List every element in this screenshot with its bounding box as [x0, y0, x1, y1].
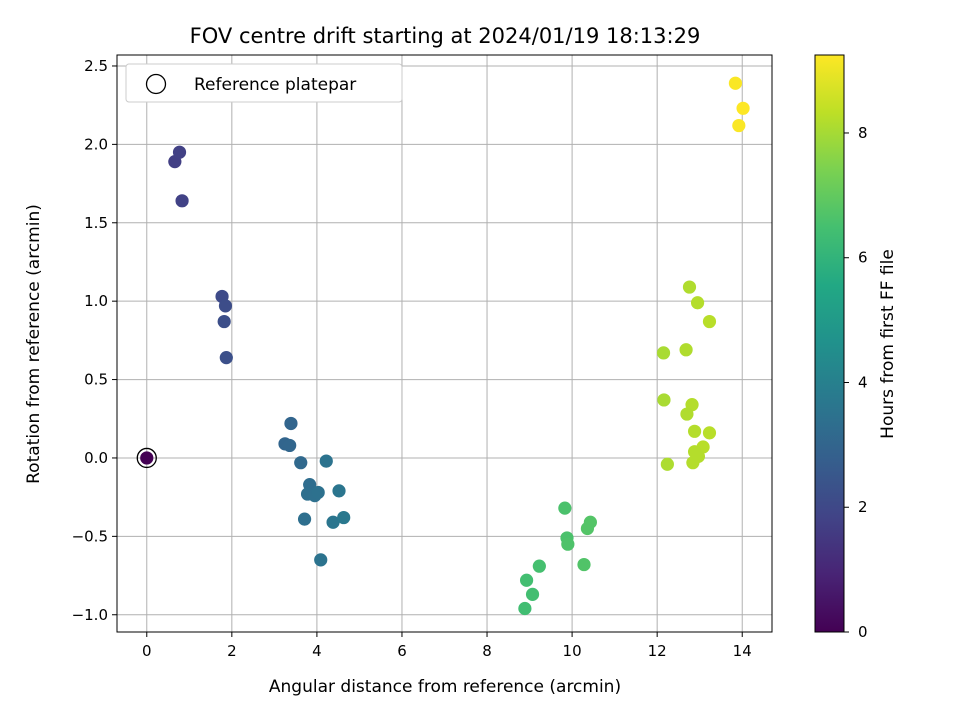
- data-point: [311, 485, 325, 500]
- data-point: [736, 101, 750, 115]
- data-point: [172, 145, 187, 159]
- colorbar-ticks: 0 2 4 6 8: [844, 124, 868, 641]
- colorbar: [814, 54, 845, 633]
- data-point: [297, 512, 312, 526]
- x-tick-label: 6: [397, 642, 407, 660]
- data-point: [319, 454, 333, 468]
- grid-lines: [117, 55, 772, 632]
- y-tick-label: 1.5: [84, 214, 108, 232]
- data-points: [136, 76, 750, 616]
- data-point: [682, 280, 697, 294]
- data-point: [284, 416, 298, 431]
- legend-label: Reference platepar: [194, 75, 356, 95]
- data-point: [687, 424, 702, 438]
- data-point: [561, 537, 575, 551]
- colorbar-tick-label: 0: [858, 623, 868, 641]
- data-point: [525, 587, 540, 601]
- plot-area: [117, 55, 772, 632]
- data-point: [140, 451, 154, 465]
- data-point: [217, 314, 231, 329]
- chart-title: FOV centre drift starting at 2024/01/19 …: [190, 24, 701, 48]
- x-tick-label: 10: [563, 642, 582, 660]
- data-point: [680, 407, 694, 421]
- data-point: [518, 601, 532, 616]
- data-point: [326, 515, 340, 529]
- x-tick-label: 0: [142, 642, 152, 660]
- y-tick-label: −1.0: [72, 606, 108, 624]
- data-point: [656, 346, 671, 360]
- x-axis-ticks: 0 2 4 6 8 10 12 14: [142, 632, 752, 660]
- data-point: [690, 296, 705, 310]
- x-tick-label: 14: [733, 642, 752, 660]
- data-point: [332, 484, 346, 498]
- x-tick-label: 8: [482, 642, 492, 660]
- y-tick-label: −0.5: [72, 527, 108, 545]
- y-axis-label: Rotation from reference (arcmin): [24, 204, 44, 484]
- colorbar-tick-label: 4: [858, 373, 868, 391]
- data-point: [175, 194, 189, 208]
- y-tick-label: 0.5: [84, 371, 108, 389]
- data-point: [294, 456, 308, 470]
- data-point: [728, 76, 743, 90]
- data-point: [219, 351, 233, 365]
- y-tick-label: 2.5: [84, 57, 108, 75]
- data-point: [337, 510, 351, 525]
- x-tick-label: 2: [227, 642, 237, 660]
- data-point: [314, 553, 328, 567]
- data-point: [218, 299, 233, 313]
- data-point: [657, 393, 671, 407]
- data-point: [660, 457, 674, 471]
- data-point: [702, 314, 717, 329]
- x-tick-label: 12: [648, 642, 667, 660]
- data-point: [702, 426, 717, 440]
- colorbar-tick-label: 6: [858, 249, 868, 267]
- data-point: [732, 118, 746, 133]
- data-point: [283, 438, 297, 453]
- legend: Reference platepar: [125, 63, 403, 103]
- legend-box: [125, 63, 403, 103]
- x-axis-label: Angular distance from reference (arcmin): [269, 677, 621, 697]
- data-point: [558, 501, 572, 515]
- data-point: [686, 456, 700, 470]
- y-tick-label: 0.0: [84, 449, 108, 467]
- data-point: [577, 557, 591, 572]
- y-tick-label: 2.0: [84, 135, 108, 153]
- colorbar-tick-label: 2: [858, 498, 868, 516]
- reference-marker: [136, 447, 157, 469]
- y-axis-ticks: −1.0 −0.5 0.0 0.5 1.0 1.5 2.0 2.5: [72, 57, 117, 624]
- x-tick-label: 4: [312, 642, 322, 660]
- y-tick-label: 1.0: [84, 292, 108, 310]
- colorbar-tick-label: 8: [858, 124, 868, 142]
- data-point: [679, 343, 693, 357]
- data-point: [532, 559, 546, 573]
- data-point: [519, 573, 534, 587]
- legend-marker-icon: [145, 73, 167, 95]
- data-point: [580, 521, 595, 536]
- plot-frame: [116, 54, 773, 633]
- colorbar-label: Hours from first FF file: [878, 249, 898, 439]
